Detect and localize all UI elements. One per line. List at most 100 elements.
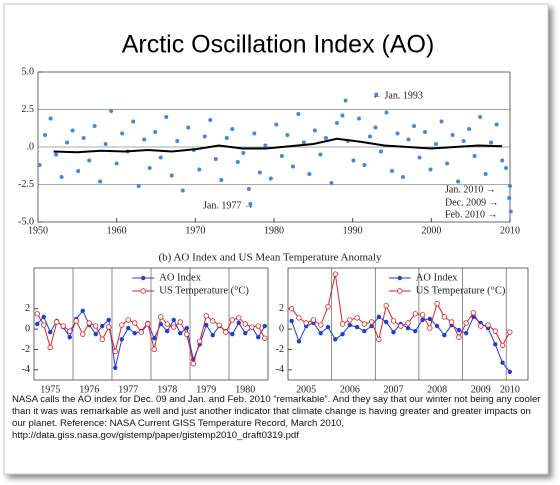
data-point [67, 335, 72, 340]
data-point [80, 331, 86, 337]
data-point [43, 133, 48, 137]
data-point [171, 324, 177, 330]
x-tick-label: 2010 [500, 225, 520, 236]
x-tick-label: 2009 [471, 384, 491, 395]
card [3, 3, 549, 475]
data-point [325, 303, 331, 310]
legend-marker [141, 275, 146, 281]
data-point [500, 158, 505, 163]
data-point [224, 136, 229, 140]
data-point [390, 318, 397, 324]
legend-marker [140, 288, 146, 294]
data-point [351, 158, 356, 163]
data-point [106, 317, 111, 323]
data-point [165, 328, 170, 334]
data-point [184, 331, 190, 337]
data-point [296, 339, 302, 344]
data-point [347, 317, 353, 323]
x-tick-label: 2000 [421, 225, 441, 236]
data-point [463, 320, 469, 326]
x-tick-label: 1978 [157, 384, 177, 395]
data-point [178, 330, 183, 336]
data-point [450, 133, 455, 137]
trend-line [53, 137, 503, 154]
data-point [210, 333, 215, 338]
data-point [434, 300, 440, 307]
data-point [427, 316, 433, 322]
data-point [263, 143, 268, 148]
data-point [405, 325, 411, 331]
data-point [478, 323, 484, 329]
annotation: Dec. 2009 → [445, 197, 499, 208]
data-point [312, 128, 317, 133]
data-point [419, 312, 426, 318]
data-point [230, 127, 235, 131]
data-point [81, 136, 86, 140]
data-point [147, 166, 152, 170]
x-tick-label: 1970 [185, 225, 205, 236]
data-point [100, 323, 105, 329]
data-point [290, 164, 295, 169]
x-tick-label: 1990 [343, 225, 363, 236]
data-point [243, 330, 248, 336]
data-point [303, 320, 309, 326]
x-tick-label: 2008 [427, 384, 447, 395]
data-point [113, 365, 118, 370]
data-point [289, 318, 294, 324]
data-point [125, 317, 131, 323]
data-point [34, 311, 40, 317]
data-point [362, 328, 367, 334]
data-point [153, 130, 158, 134]
data-point [235, 160, 240, 164]
y-tick-label: 5.0 [22, 66, 35, 77]
data-point [485, 322, 491, 328]
data-point [500, 360, 505, 365]
data-point [60, 323, 66, 329]
data-point [507, 369, 513, 375]
data-point [106, 324, 112, 330]
data-point [448, 319, 455, 325]
data-point [384, 110, 389, 115]
data-point [92, 124, 97, 128]
data-point [325, 324, 331, 330]
data-point [412, 124, 417, 128]
data-point [109, 109, 114, 113]
data-point [131, 119, 136, 124]
data-point [119, 337, 124, 342]
x-tick-label: 1980 [235, 384, 255, 395]
data-point [420, 317, 425, 323]
data-point [398, 323, 404, 329]
data-point [177, 319, 183, 325]
data-point [508, 209, 513, 214]
annotation: Jan. 2010 → [445, 184, 496, 195]
data-point [427, 325, 433, 331]
data-point [332, 271, 338, 277]
y-tick-label: -2.5 [18, 179, 34, 190]
data-point [461, 139, 466, 143]
data-point [310, 317, 317, 323]
data-point [158, 314, 164, 320]
data-point [37, 163, 42, 167]
data-point [126, 325, 131, 331]
data-point [318, 330, 323, 336]
data-point [268, 176, 273, 181]
data-point [103, 142, 108, 146]
data-point [434, 323, 440, 329]
data-point [142, 137, 147, 142]
data-point [390, 169, 394, 173]
data-point [48, 329, 53, 335]
y-tick-label: 0 [279, 323, 284, 334]
data-point [152, 336, 157, 341]
data-point [236, 315, 242, 321]
data-point [288, 306, 295, 312]
data-point [391, 329, 396, 335]
data-point [138, 329, 144, 335]
data-point [445, 161, 450, 166]
data-point [428, 167, 433, 172]
data-point [223, 329, 229, 335]
data-point [406, 137, 411, 142]
data-point [340, 113, 345, 118]
data-point [35, 321, 40, 327]
data-point [184, 325, 189, 331]
